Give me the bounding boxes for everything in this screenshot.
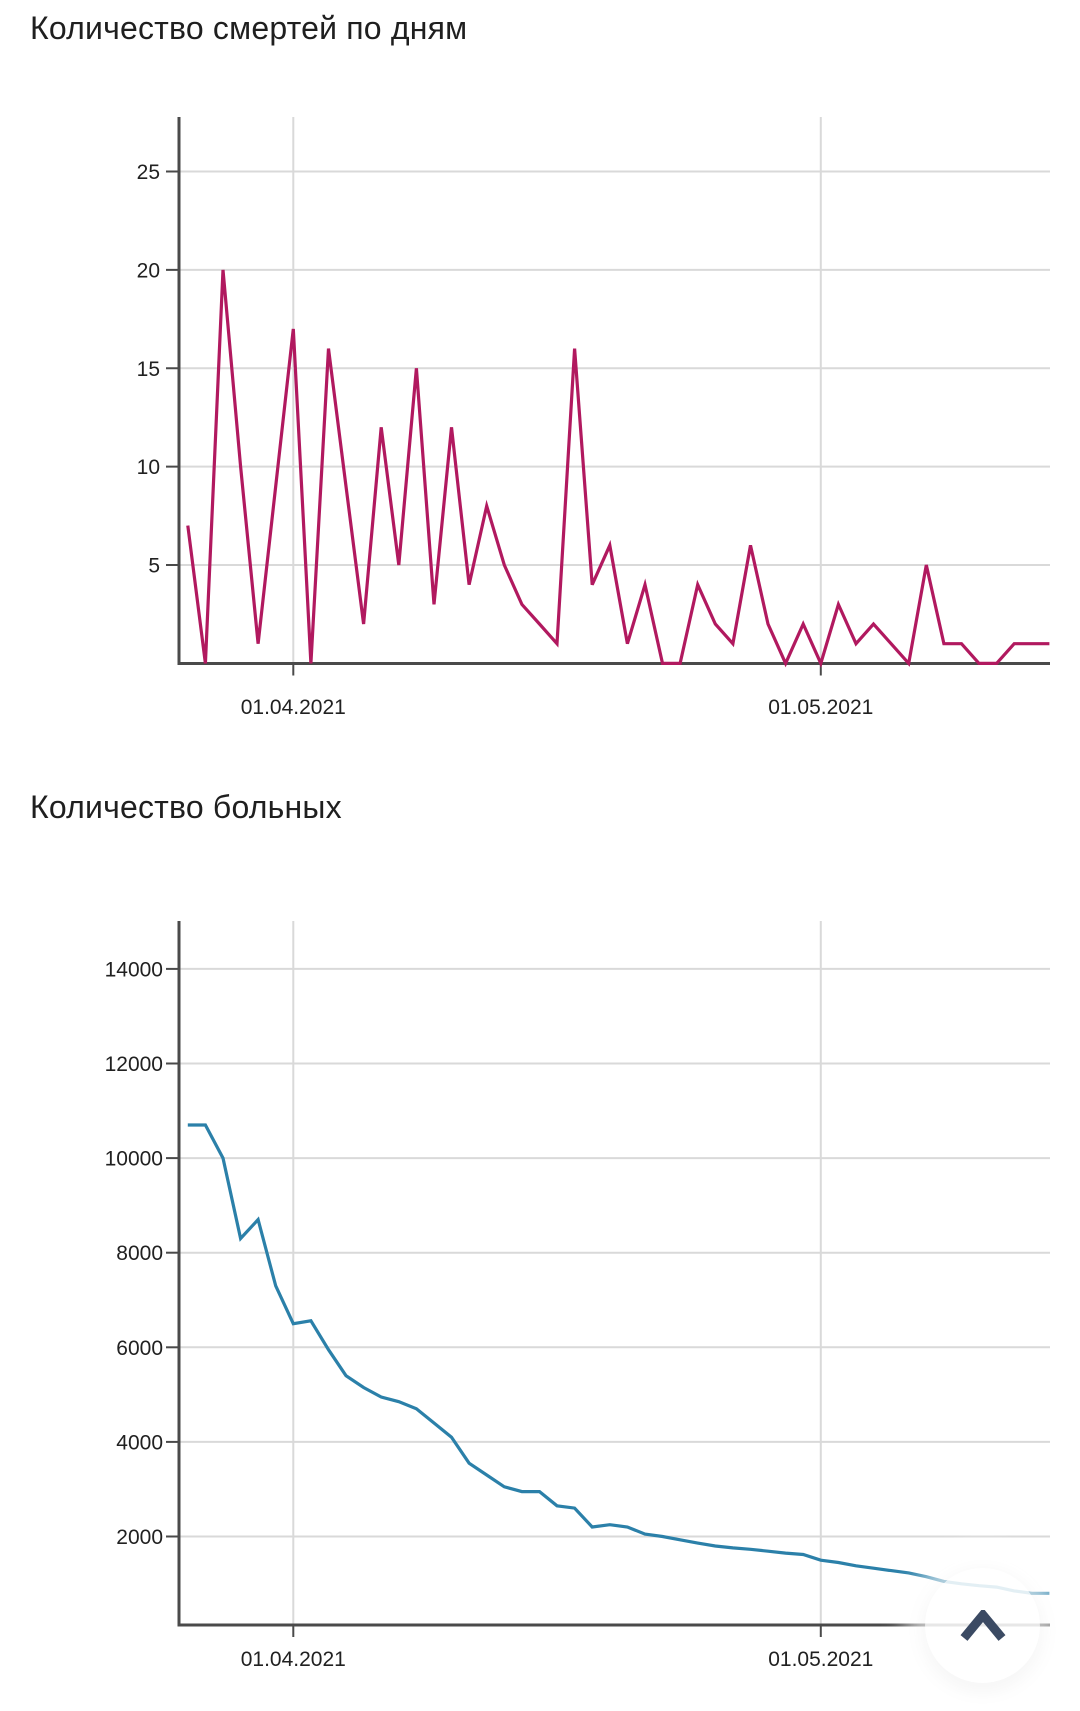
y-tick-label: 10 xyxy=(137,456,160,479)
series-line xyxy=(187,1123,1050,1595)
y-tick-label: 10000 xyxy=(105,1148,163,1171)
x-tick-label: 01.05.2021 xyxy=(768,1648,873,1671)
y-tick-label: 4000 xyxy=(116,1431,163,1454)
chart2-title: Количество больных xyxy=(30,789,342,825)
y-tick-label: 20 xyxy=(137,259,160,282)
scroll-to-top-button[interactable] xyxy=(925,1568,1040,1683)
y-tick-label: 14000 xyxy=(105,958,163,981)
y-tick-label: 15 xyxy=(137,358,160,381)
y-tick-label: 5 xyxy=(148,555,160,578)
x-tick-label: 01.05.2021 xyxy=(768,696,873,719)
x-tick-label: 01.04.2021 xyxy=(241,696,346,719)
chevron-up-icon xyxy=(960,1609,1005,1641)
x-tick-label: 01.04.2021 xyxy=(241,1648,346,1671)
y-tick-label: 8000 xyxy=(116,1242,163,1265)
y-tick-label: 25 xyxy=(137,161,160,184)
y-tick-label: 12000 xyxy=(105,1053,163,1076)
y-tick-label: 2000 xyxy=(116,1526,163,1549)
series-line xyxy=(186,269,1050,668)
y-tick-label: 6000 xyxy=(116,1337,163,1360)
chart1-title: Количество смертей по дням xyxy=(30,10,468,46)
